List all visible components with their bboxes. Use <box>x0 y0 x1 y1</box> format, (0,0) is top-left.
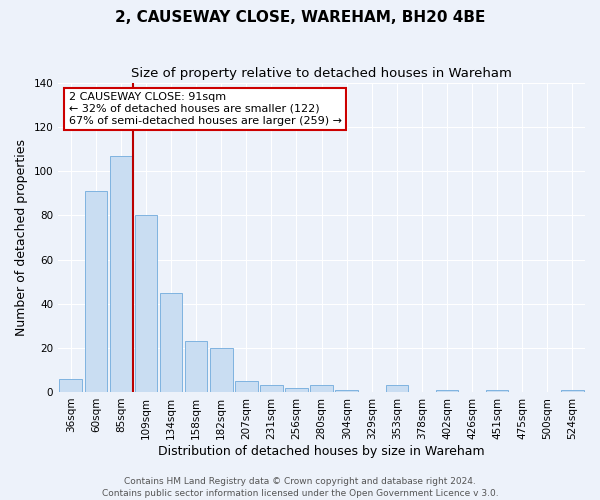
Bar <box>486 390 508 392</box>
Text: 2 CAUSEWAY CLOSE: 91sqm
← 32% of detached houses are smaller (122)
67% of semi-d: 2 CAUSEWAY CLOSE: 91sqm ← 32% of detache… <box>69 92 342 126</box>
Text: Contains HM Land Registry data © Crown copyright and database right 2024.
Contai: Contains HM Land Registry data © Crown c… <box>101 476 499 498</box>
Bar <box>134 216 157 392</box>
Bar <box>561 390 584 392</box>
Title: Size of property relative to detached houses in Wareham: Size of property relative to detached ho… <box>131 68 512 80</box>
Text: 2, CAUSEWAY CLOSE, WAREHAM, BH20 4BE: 2, CAUSEWAY CLOSE, WAREHAM, BH20 4BE <box>115 10 485 25</box>
Bar <box>110 156 132 392</box>
Bar <box>85 191 107 392</box>
Bar <box>260 386 283 392</box>
Bar <box>185 341 208 392</box>
Y-axis label: Number of detached properties: Number of detached properties <box>15 139 28 336</box>
Bar <box>160 292 182 392</box>
Bar <box>235 381 257 392</box>
Bar <box>386 386 408 392</box>
Bar <box>210 348 233 392</box>
Bar <box>285 388 308 392</box>
Bar <box>59 378 82 392</box>
Bar <box>436 390 458 392</box>
Bar <box>310 386 333 392</box>
Bar <box>335 390 358 392</box>
X-axis label: Distribution of detached houses by size in Wareham: Distribution of detached houses by size … <box>158 444 485 458</box>
